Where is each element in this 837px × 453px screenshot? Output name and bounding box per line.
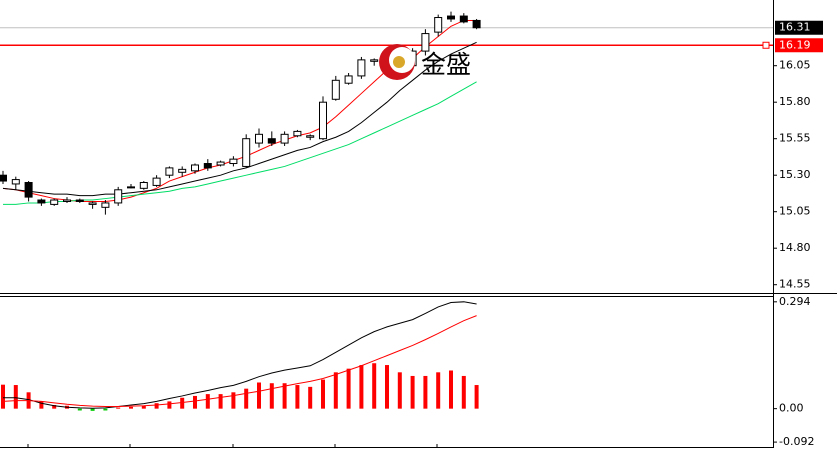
histogram-bar — [436, 372, 441, 409]
candle-body — [306, 135, 315, 138]
histogram-bar — [205, 394, 210, 409]
y-tick-label: 0.00 — [779, 402, 804, 415]
hline-handle — [762, 41, 770, 49]
candle-body — [459, 15, 468, 23]
histogram-bar — [333, 372, 338, 409]
candle-body — [421, 33, 430, 52]
histogram-bar — [231, 392, 236, 409]
histogram-bar — [154, 403, 159, 409]
y-tick-label: 15.05 — [779, 205, 811, 218]
y-tick-label: 16.05 — [779, 59, 811, 72]
candle-body — [357, 59, 366, 77]
candle-body — [37, 199, 46, 204]
x-ticks — [27, 444, 438, 448]
histogram-bar — [1, 384, 5, 409]
y-tick-label: 14.80 — [779, 241, 811, 254]
candle-body — [165, 167, 174, 176]
y-tick-label: 0.294 — [779, 295, 811, 308]
candle-body — [434, 17, 443, 33]
histogram-bar — [13, 385, 18, 409]
price-marker-label: 16.31 — [779, 21, 811, 34]
candle-body — [447, 15, 455, 20]
price-marker-box — [775, 20, 823, 35]
candle-body — [267, 138, 276, 144]
histogram-bar — [90, 408, 95, 411]
histogram-bar — [423, 375, 428, 409]
y-tick-label: -0.092 — [779, 435, 814, 448]
candle-body — [11, 179, 20, 185]
candle-body — [229, 158, 238, 165]
histogram-bar — [116, 407, 121, 409]
candle-body — [255, 133, 263, 144]
candle-body — [331, 79, 340, 100]
candle-body — [191, 164, 199, 172]
histogram-bar — [346, 368, 351, 409]
candle-body — [63, 199, 71, 202]
histogram-bar — [77, 408, 82, 411]
candle-body — [319, 101, 327, 140]
histogram-bar — [410, 375, 415, 409]
histogram-bar — [461, 375, 466, 409]
y-tick-label: 15.55 — [779, 132, 811, 145]
histogram-bar — [321, 379, 325, 409]
candle-body — [178, 168, 187, 173]
candle-body — [24, 182, 33, 198]
candle-body — [101, 202, 110, 208]
candle-body — [293, 130, 302, 137]
candle-body — [370, 59, 379, 62]
watermark: 金盛 — [421, 50, 471, 79]
histogram-bar — [449, 370, 453, 409]
candle-body — [88, 202, 97, 205]
candle-body — [139, 182, 148, 189]
histogram-bar — [385, 365, 389, 409]
candle-body — [242, 138, 251, 167]
histogram-bar — [141, 405, 146, 409]
candle-body — [50, 199, 59, 205]
histogram-bar — [39, 401, 44, 409]
histogram-bar — [397, 372, 402, 409]
histogram-bar — [257, 382, 261, 409]
histogram-bar — [129, 406, 133, 409]
hline-box — [775, 38, 823, 53]
y-tick-label: 14.55 — [779, 278, 811, 291]
y-tick-label: 15.80 — [779, 95, 811, 108]
candle-body — [472, 19, 481, 29]
histogram-bar — [372, 363, 377, 409]
histogram-bar — [295, 385, 300, 409]
histogram-bar — [180, 397, 185, 409]
line — [3, 301, 477, 409]
candle-body — [152, 177, 161, 186]
candle-body — [75, 199, 84, 202]
histogram-bar — [218, 394, 223, 409]
candle-body — [203, 163, 212, 169]
histogram-bar — [269, 383, 274, 409]
hline-label: 16.19 — [779, 38, 811, 51]
histogram-bar — [167, 401, 172, 409]
logo — [393, 56, 405, 68]
line — [2, 315, 477, 407]
candle-body — [216, 161, 225, 166]
histogram-bar — [308, 386, 313, 409]
histogram-bar — [193, 395, 197, 409]
candle-body — [0, 174, 7, 182]
histogram-bar — [244, 388, 249, 409]
candle-body — [114, 189, 123, 204]
y-tick-label: 15.30 — [779, 168, 811, 181]
candle-body — [280, 133, 289, 144]
candle-body — [127, 186, 135, 189]
histogram-bar — [474, 385, 479, 409]
histogram-bar — [359, 365, 364, 409]
candle-body — [344, 75, 353, 84]
histogram-bar — [52, 405, 57, 409]
histogram-bar — [103, 408, 108, 411]
line — [2, 41, 477, 197]
histogram-bar — [282, 383, 287, 409]
